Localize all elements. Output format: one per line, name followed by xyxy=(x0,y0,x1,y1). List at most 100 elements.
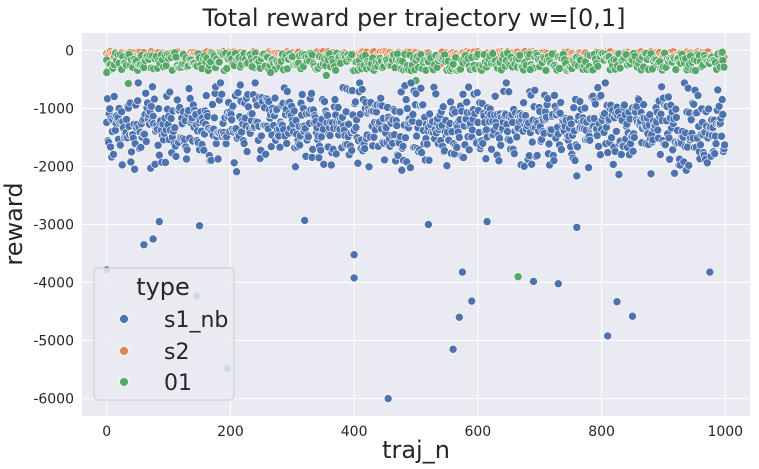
point-s1-nb xyxy=(208,100,217,109)
point-s1-nb-outlier xyxy=(612,297,622,307)
point-01 xyxy=(515,50,525,60)
point-s1-nb xyxy=(496,141,506,150)
point-s1-nb xyxy=(165,87,175,97)
point-s1-nb xyxy=(166,114,176,123)
point-s1-nb-outlier xyxy=(603,331,613,341)
point-s1-nb xyxy=(550,91,559,100)
point-s1-nb xyxy=(239,139,249,148)
point-s1-nb xyxy=(353,158,363,168)
point-s1-nb xyxy=(351,97,360,107)
point-s1-nb-outlier xyxy=(529,277,538,286)
point-s1-nb xyxy=(556,98,566,107)
x-tick-label: 600 xyxy=(464,424,491,440)
point-s1-nb-outlier xyxy=(300,216,310,225)
point-01 xyxy=(282,64,292,74)
point-s1-nb xyxy=(487,145,496,154)
point-s1-nb xyxy=(153,141,163,150)
point-s1-nb xyxy=(668,145,678,155)
y-tick-label: 0 xyxy=(65,43,74,59)
point-s1-nb-outlier xyxy=(458,267,467,277)
point-s1-nb xyxy=(133,96,142,106)
legend-marker-s1-nb xyxy=(119,314,129,324)
point-01-outlier xyxy=(448,60,458,69)
legend-label-s1-nb: s1_nb xyxy=(164,308,228,333)
point-s1-nb xyxy=(392,121,402,130)
point-s1-nb xyxy=(503,127,512,136)
point-s1-nb xyxy=(408,110,418,119)
point-s1-nb-outlier xyxy=(349,250,359,259)
point-s1-nb xyxy=(512,132,522,142)
legend-marker-01 xyxy=(119,377,129,387)
x-tick-label: 1000 xyxy=(707,424,743,440)
point-s1-nb xyxy=(464,145,474,155)
data-points xyxy=(102,47,729,403)
point-s1-nb xyxy=(458,90,468,99)
point-s1-nb xyxy=(718,110,728,119)
point-s1-nb xyxy=(593,83,603,92)
y-tick-label: -1000 xyxy=(33,101,74,117)
point-s1-nb xyxy=(684,161,694,170)
point-s1-nb xyxy=(629,133,639,142)
point-s1-nb xyxy=(639,100,648,109)
x-axis-title: traj_n xyxy=(382,436,450,464)
point-s1-nb-outlier xyxy=(155,217,164,226)
point-s1-nb xyxy=(117,160,127,170)
point-s1-nb xyxy=(616,150,626,159)
legend: type s1_nb s2 01 xyxy=(93,267,235,401)
point-s1-nb xyxy=(330,95,340,104)
point-s1-nb xyxy=(509,149,519,158)
point-s1-nb xyxy=(442,161,452,170)
point-s1-nb xyxy=(575,97,585,106)
point-s1-nb xyxy=(126,157,136,167)
point-s1-nb-outlier xyxy=(553,279,563,289)
point-s1-nb xyxy=(614,170,624,179)
point-s1-nb xyxy=(620,100,629,110)
point-s1-nb xyxy=(584,163,593,172)
point-s1-nb xyxy=(227,115,236,125)
point-s1-nb xyxy=(527,137,537,147)
point-s1-nb xyxy=(266,142,276,151)
chart-title: Total reward per trajectory w=[0,1] xyxy=(202,4,626,32)
y-tick-labels: 0 -1000 -2000 -3000 -4000 -5000 -6000 xyxy=(33,43,74,407)
point-s1-nb xyxy=(150,94,159,104)
point-s1-nb xyxy=(412,131,421,141)
point-s1-nb xyxy=(109,150,118,159)
point-s1-nb xyxy=(401,95,411,104)
point-s1-nb xyxy=(693,91,703,100)
point-s1-nb xyxy=(261,150,271,159)
point-s1-nb xyxy=(527,160,537,169)
point-s1-nb xyxy=(490,92,500,101)
point-s1-nb-outlier xyxy=(349,273,359,283)
point-s1-nb xyxy=(320,97,329,106)
point-s1-nb xyxy=(472,88,482,97)
point-s1-nb xyxy=(184,84,194,93)
legend-title: type xyxy=(136,273,190,301)
point-s1-nb xyxy=(717,95,727,104)
y-tick-label: -5000 xyxy=(33,334,74,350)
point-s1-nb xyxy=(307,89,316,98)
point-s1-nb xyxy=(464,82,473,92)
point-s1-nb xyxy=(148,82,157,91)
point-s1-nb xyxy=(155,150,164,160)
point-s1-nb xyxy=(106,142,115,152)
point-s1-nb xyxy=(501,78,511,88)
point-s1-nb xyxy=(111,125,120,135)
point-s1-nb-outlier xyxy=(383,394,393,403)
point-s1-nb xyxy=(696,140,705,149)
point-s1-nb xyxy=(570,156,580,165)
point-s1-nb xyxy=(170,123,180,132)
point-s1-nb xyxy=(717,131,726,141)
point-s1-nb xyxy=(454,133,464,142)
point-s1-nb xyxy=(612,127,621,136)
point-s1-nb xyxy=(664,92,673,102)
point-s1-nb xyxy=(438,102,448,111)
point-01-outlier xyxy=(321,71,331,80)
x-tick-labels: 0 200 400 600 800 1000 xyxy=(102,424,743,440)
point-s1-nb xyxy=(585,136,595,145)
point-s1-nb xyxy=(671,104,681,114)
point-s1-nb xyxy=(530,86,540,95)
point-s1-nb xyxy=(210,113,219,123)
point-s1-nb xyxy=(557,145,566,154)
point-s1-nb xyxy=(117,107,126,117)
point-s1-nb xyxy=(282,139,292,148)
